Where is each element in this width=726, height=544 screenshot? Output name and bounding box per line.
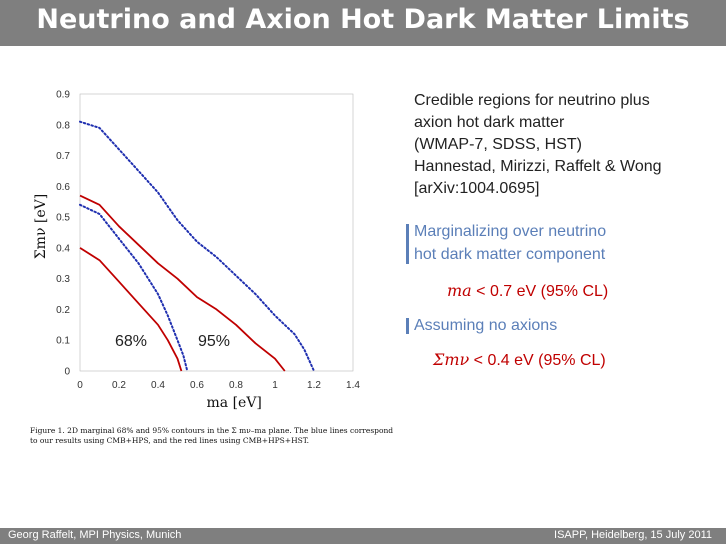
chart-ticks: 0 0.2 0.4 0.6 0.8 1 1.2 1.4 0 0.1 0.2 0.3 0.4 0.5 0.6 0… <box>56 90 360 392</box>
formula-axion-value: < 0.7 eV (95% CL) <box>476 283 609 300</box>
y-tick-label: 0.5 <box>56 213 70 224</box>
chart-series <box>79 120 315 372</box>
figure-caption: Figure 1. 2D marginal 68% and 95% contou… <box>30 426 394 445</box>
description-line-5: [arXiv:1004.0695] <box>414 180 540 197</box>
y-axis-label: Σmν [eV] <box>33 194 49 259</box>
x-tick-label: 0.8 <box>229 380 243 391</box>
formula-neutrino-variable: Σmν <box>433 350 470 369</box>
result-heading-2: Assuming no axions <box>414 317 558 334</box>
series-blue-68- <box>79 203 189 372</box>
x-tick-label: 1.4 <box>346 380 360 391</box>
slide-title: Neutrino and Axion Hot Dark Matter Limit… <box>36 4 690 35</box>
y-tick-label: 0.8 <box>56 120 70 131</box>
x-tick-label: 0.6 <box>190 380 204 391</box>
formula-neutrino-value: < 0.4 eV (95% CL) <box>473 352 606 369</box>
description-line-1: Credible regions for neutrino plus <box>414 92 650 109</box>
result-heading-1-line-1: Marginalizing over neutrino <box>414 223 607 240</box>
x-tick-label: 0.2 <box>112 380 126 391</box>
title-bar: Neutrino and Axion Hot Dark Matter Limit… <box>0 0 726 46</box>
y-tick-label: 0.9 <box>56 90 70 101</box>
y-tick-label: 0.6 <box>56 182 70 193</box>
label-68-percent: 68% <box>115 333 147 350</box>
x-tick-label: 0 <box>77 380 83 391</box>
series-blue-95- <box>79 120 315 372</box>
footer-event: ISAPP, Heidelberg, 15 July 2011 <box>554 529 712 541</box>
x-axis-label: ma [eV] <box>207 395 262 411</box>
description-line-4: Hannestad, Mirizzi, Raffelt & Wong <box>414 158 662 175</box>
bullet-bar-1 <box>406 224 409 264</box>
contour-chart: 0 0.2 0.4 0.6 0.8 1 1.2 1.4 0 0.1 0.2 0.3 0.4 0.5 0.6 0… <box>33 90 360 412</box>
y-tick-label: 0 <box>64 367 70 378</box>
result-heading-1-line-2: hot dark matter component <box>414 246 606 263</box>
plot-frame <box>79 93 354 372</box>
chart-axes <box>79 93 354 372</box>
footer-author: Georg Raffelt, MPI Physics, Munich <box>8 529 182 541</box>
formula-axion-limit: ma < 0.7 eV (95% CL) <box>447 281 608 301</box>
formula-axion-variable: ma <box>447 281 472 300</box>
x-tick-label: 1 <box>272 380 278 391</box>
description-line-2: axion hot dark matter <box>414 114 565 131</box>
label-95-percent: 95% <box>198 333 230 350</box>
y-tick-label: 0.7 <box>56 151 70 162</box>
series-red-95- <box>79 194 286 372</box>
bullet-bar-2 <box>406 318 409 334</box>
x-tick-label: 1.2 <box>307 380 321 391</box>
y-tick-label: 0.4 <box>56 243 70 254</box>
x-tick-label: 0.4 <box>151 380 165 391</box>
series-red-68- <box>79 247 183 372</box>
description-line-3: (WMAP-7, SDSS, HST) <box>414 136 583 153</box>
y-tick-label: 0.2 <box>56 305 70 316</box>
y-tick-label: 0.1 <box>56 336 70 347</box>
y-tick-label: 0.3 <box>56 274 70 285</box>
footer-bar: Georg Raffelt, MPI Physics, Munich ISAPP… <box>0 528 726 544</box>
formula-neutrino-limit: Σmν < 0.4 eV (95% CL) <box>433 350 606 370</box>
